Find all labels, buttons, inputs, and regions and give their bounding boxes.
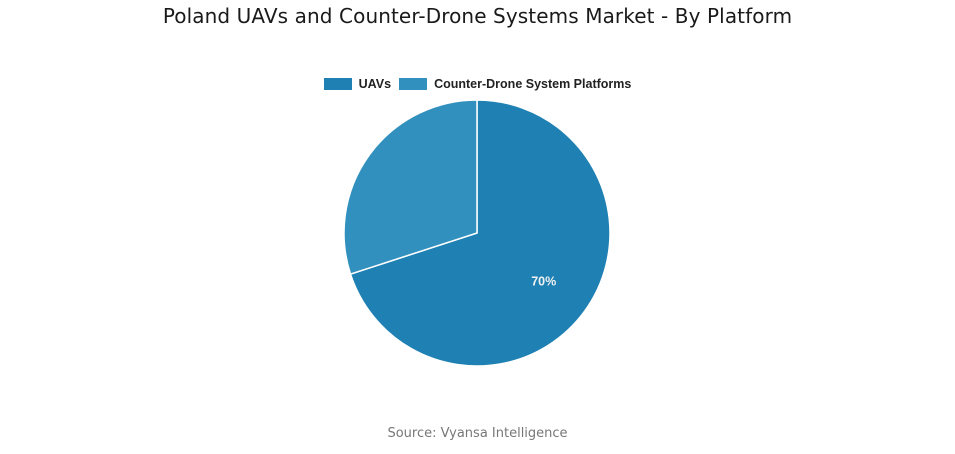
pie-slice-uavs[interactable] <box>349 99 611 367</box>
legend-item-counter-drone[interactable]: Counter-Drone System Platforms <box>399 77 631 91</box>
legend-item-uavs[interactable]: UAVs <box>323 77 392 91</box>
pie-slice-counter-drone-system-platforms[interactable] <box>343 99 478 276</box>
legend-swatch-uavs <box>323 78 352 90</box>
chart-title: Poland UAVs and Counter-Drone Systems Ma… <box>162 4 793 28</box>
legend: UAVs Counter-Drone System Platforms <box>0 77 955 91</box>
legend-label: Counter-Drone System Platforms <box>434 77 632 91</box>
source-note: Source: Vyansa Intelligence <box>387 426 568 441</box>
legend-label: UAVs <box>358 77 392 91</box>
slice-value-label: 70% <box>531 274 556 288</box>
legend-swatch-counter-drone <box>399 78 428 90</box>
